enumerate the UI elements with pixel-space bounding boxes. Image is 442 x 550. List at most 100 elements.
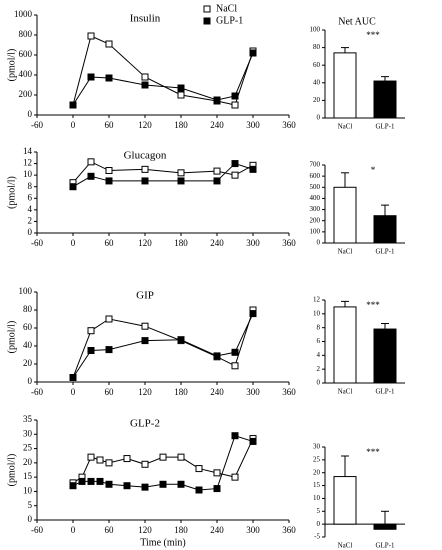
bar <box>333 476 357 525</box>
x-tick-label: 300 <box>246 525 260 535</box>
x-tick-label: 60 <box>105 238 115 248</box>
x-tick-label: 240 <box>210 120 224 130</box>
significance: *** <box>366 300 380 310</box>
data-point <box>69 482 77 490</box>
x-tick-label: -60 <box>31 238 43 248</box>
y-tick-label: 300 <box>310 205 321 213</box>
y-tick-label: 0 <box>28 376 33 386</box>
data-point <box>249 310 257 318</box>
y-tick-label: 60 <box>313 61 321 69</box>
data-point <box>195 486 203 494</box>
bar <box>333 186 357 244</box>
data-point <box>141 337 149 345</box>
x-tick-label: -60 <box>31 387 43 397</box>
y-tick-label: 0 <box>28 227 33 237</box>
data-point <box>87 327 95 335</box>
legend-marker <box>203 17 211 25</box>
data-point <box>213 167 221 175</box>
data-point <box>141 460 149 468</box>
y-tick-label: 25 <box>23 443 33 453</box>
x-tick-label: -60 <box>31 525 43 535</box>
x-tick-label: 120 <box>138 387 152 397</box>
y-tick-label: 8 <box>28 181 33 191</box>
y-tick-label: 20 <box>23 457 33 467</box>
data-point <box>141 165 149 173</box>
y-tick-label: 10 <box>313 309 321 317</box>
data-point <box>177 91 185 99</box>
data-point <box>231 362 239 370</box>
y-tick-label: 6 <box>28 192 33 202</box>
data-point <box>78 477 86 485</box>
y-tick-label: 0 <box>28 514 33 524</box>
x-tick-label: 240 <box>210 238 224 248</box>
data-point <box>87 158 95 166</box>
y-tick-label: 10 <box>313 494 321 502</box>
data-point <box>141 177 149 185</box>
series-line <box>72 309 254 378</box>
category-label: NaCl <box>338 542 353 550</box>
data-point <box>231 432 239 440</box>
y-tick-label: 600 <box>19 49 33 59</box>
y-tick-label: 4 <box>317 351 321 359</box>
y-tick-label: 200 <box>19 89 33 99</box>
data-point <box>105 480 113 488</box>
category-label: NaCl <box>338 388 353 396</box>
data-point <box>231 101 239 109</box>
y-tick-label: 1000 <box>14 9 33 19</box>
y-tick-label: 40 <box>313 78 321 86</box>
data-point <box>213 177 221 185</box>
data-point <box>87 73 95 81</box>
data-point <box>213 485 221 493</box>
y-tick-label: 0 <box>28 109 33 119</box>
y-tick-label: 12 <box>23 158 32 168</box>
x-tick-label: 60 <box>105 387 115 397</box>
x-tick-label: 300 <box>246 238 260 248</box>
x-tick-label: 0 <box>71 525 76 535</box>
x-tick-label: 360 <box>282 238 296 248</box>
y-tick-label: 2 <box>317 365 321 373</box>
x-tick-label: 0 <box>71 387 76 397</box>
data-point <box>213 469 221 477</box>
data-point <box>96 477 104 485</box>
y-tick-label: 20 <box>23 358 33 368</box>
data-point <box>87 347 95 354</box>
y-tick-label: 30 <box>23 428 33 438</box>
y-tick-label: 100 <box>310 227 321 235</box>
series-line <box>72 52 254 106</box>
data-point <box>105 74 113 82</box>
y-tick-label: 14 <box>23 146 33 156</box>
data-point <box>123 455 131 463</box>
y-tick-label: 400 <box>310 194 321 202</box>
x-tick-label: 120 <box>138 238 152 248</box>
x-tick-label: 120 <box>138 120 152 130</box>
category-label: GLP-1 <box>375 248 395 256</box>
x-tick-label: 60 <box>105 120 115 130</box>
y-tick-label: 80 <box>23 304 33 314</box>
y-tick-label: 100 <box>310 26 321 34</box>
x-tick-label: -60 <box>31 120 43 130</box>
y-tick-label: 0 <box>317 239 321 247</box>
data-point <box>231 92 239 100</box>
data-point <box>231 160 239 168</box>
x-axis-label: Time (min) <box>140 537 185 548</box>
y-axis-label: (pmol/l) <box>6 176 17 209</box>
category-label: NaCl <box>338 248 353 256</box>
y-tick-label: 15 <box>23 471 33 481</box>
y-tick-label: 20 <box>313 96 321 104</box>
x-tick-label: 360 <box>282 120 296 130</box>
y-tick-label: 30 <box>313 443 321 451</box>
bar <box>373 80 397 119</box>
series-line <box>72 35 254 106</box>
x-tick-label: 0 <box>71 238 76 248</box>
y-tick-label: 12 <box>313 296 321 304</box>
y-tick-label: 60 <box>23 322 33 332</box>
y-tick-label: 400 <box>19 69 33 79</box>
y-tick-label: 800 <box>19 29 33 39</box>
data-point <box>213 96 221 104</box>
y-tick-label: 0 <box>317 114 321 122</box>
y-axis-label: (pmol/l) <box>6 49 17 82</box>
y-tick-label: 10 <box>23 169 33 179</box>
x-tick-label: 360 <box>282 525 296 535</box>
data-point <box>195 465 203 473</box>
y-tick-label: 100 <box>19 286 33 296</box>
